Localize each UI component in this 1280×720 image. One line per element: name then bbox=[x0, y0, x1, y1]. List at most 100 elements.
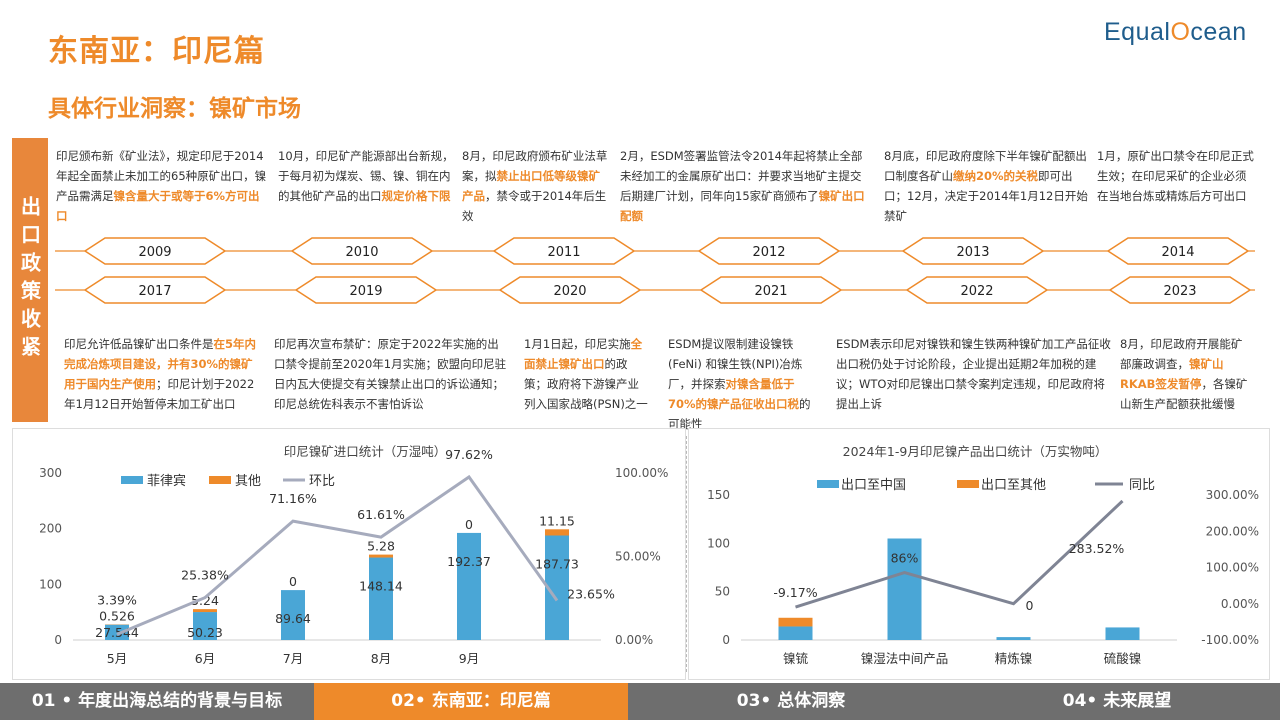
data-label-philippines: 187.73 bbox=[535, 556, 579, 571]
data-label-mom: 3.39% bbox=[97, 592, 137, 607]
bar-other bbox=[369, 554, 393, 558]
data-label-other: 0.526 bbox=[99, 608, 135, 623]
x-tick-label: 镍湿法中间产品 bbox=[861, 651, 949, 666]
y-tick-label: 200 bbox=[39, 522, 62, 536]
bar-to-china bbox=[887, 538, 922, 640]
timeline-note-bottom-6: 8月，印尼政府开展能矿部廉政调查，镍矿山RKAB签发暂停，各镍矿山新生产配额获批… bbox=[1120, 334, 1250, 414]
note-text: 印尼允许低品镍矿出口条件是 bbox=[64, 337, 214, 351]
data-label-mom: 71.16% bbox=[269, 491, 317, 506]
legend-label: 出口至其他 bbox=[981, 478, 1046, 493]
y2-tick-label: 0.00% bbox=[1221, 597, 1259, 611]
year-2011: 2011 bbox=[547, 245, 580, 260]
logo-part-2: cean bbox=[1190, 18, 1247, 46]
x-tick-label: 8月 bbox=[371, 651, 391, 666]
logo-o: O bbox=[1170, 18, 1191, 46]
legend-swatch bbox=[957, 480, 979, 488]
line-yoy bbox=[795, 499, 1124, 609]
bar-philippines bbox=[281, 590, 305, 640]
bar-to-china bbox=[1105, 627, 1140, 640]
note-text: 8月，印尼政府开展能矿部廉政调查， bbox=[1120, 337, 1243, 371]
chart-panel-imports: 印尼镍矿进口统计（万湿吨） 0 100 200 300 0.00% 50.00% 100.00… bbox=[12, 428, 686, 680]
note-text: 印尼颁布新《矿业法》，规定印尼于2014年起全面禁止未加工的65种原矿出口，镍产… bbox=[56, 149, 267, 203]
note-text: 的政策；政府将下游镍产业列入国家战略(PSN)之一 bbox=[524, 357, 648, 411]
legend-label: 其他 bbox=[235, 474, 261, 489]
bar-to-china bbox=[778, 626, 813, 640]
x-tick-label: 硫酸镍 bbox=[1104, 651, 1142, 666]
note-text: 2月，ESDM签署监管法令2014年起将禁止全部未经加工的金属原矿出口：并要求当… bbox=[620, 149, 863, 203]
bar-philippines bbox=[105, 624, 129, 640]
legend-label: 环比 bbox=[309, 474, 335, 489]
data-label-yoy: 86% bbox=[891, 551, 919, 566]
footer-tab-outlook[interactable]: 04• 未来展望 bbox=[1062, 691, 1172, 711]
y2-tick-label: 100.00% bbox=[615, 466, 668, 480]
note-text: 10月，印尼矿产能源部出台新规，于每月初为煤炭、锡、镍、铜在内的其他矿产品的出口 bbox=[278, 149, 454, 203]
note-highlight: 镍含量大于或等于6%方可出口 bbox=[56, 189, 260, 223]
legend-label: 同比 bbox=[1129, 478, 1155, 493]
y2-tick-label: 100.00% bbox=[1206, 561, 1259, 575]
y-tick-label: 300 bbox=[39, 466, 62, 480]
year-2017-marker bbox=[83, 276, 227, 304]
note-text: ESDM表示印尼对镍铁和镍生铁两种镍矿加工产品征收出口税仍处于讨论阶段，企业提出… bbox=[836, 337, 1111, 411]
timeline-note-top-5: 8月底，印尼政府度除下半年镍矿配额出口制度各矿山缴纳20%的关税即可出口；12月… bbox=[884, 146, 1090, 226]
y-tick-label: 100 bbox=[707, 536, 730, 550]
data-label-yoy: 283.52% bbox=[1069, 541, 1125, 556]
y2-tick-label: 0.00% bbox=[615, 633, 653, 647]
footer-tab-indonesia[interactable]: 02• 东南亚：印尼篇 bbox=[314, 683, 628, 720]
year-2021: 2021 bbox=[754, 284, 787, 299]
note-text: 1月，原矿出口禁令在印尼正式生效；在印尼采矿的企业必须在当地台炼或精炼后方可出口 bbox=[1097, 149, 1254, 203]
note-text: 即可出口；12月，决定于2014年1月12日开始禁矿 bbox=[884, 169, 1088, 223]
data-label-mom: 25.38% bbox=[181, 568, 229, 583]
logo-part-1: Equal bbox=[1104, 18, 1171, 46]
note-text: 的可能性 bbox=[668, 397, 811, 431]
note-text: 8月底，印尼政府度除下半年镍矿配额出口制度各矿山 bbox=[884, 149, 1087, 183]
year-2014: 2014 bbox=[1161, 245, 1194, 260]
year-2022: 2022 bbox=[960, 284, 993, 299]
year-2022-marker bbox=[905, 276, 1049, 304]
data-label-mom: 23.65% bbox=[567, 587, 615, 602]
year-2009: 2009 bbox=[138, 245, 171, 260]
data-label-philippines: 148.14 bbox=[359, 579, 403, 594]
x-tick-label: 精炼镍 bbox=[995, 651, 1033, 666]
data-label-yoy: 0 bbox=[1026, 598, 1034, 613]
line-mom bbox=[116, 474, 559, 636]
year-2010: 2010 bbox=[345, 245, 378, 260]
year-2013-marker bbox=[901, 237, 1045, 265]
legend-swatch bbox=[209, 476, 231, 484]
timeline-graphic: 2009 2010 2011 2012 2013 2014 2017 2019 2020 202… bbox=[55, 237, 1255, 304]
year-2023: 2023 bbox=[1163, 284, 1196, 299]
timeline-note-top-4: 2月，ESDM签署监管法令2014年起将禁止全部未经加工的金属原矿出口：并要求当… bbox=[620, 146, 870, 226]
note-text: 印尼再次宣布禁矿：原定于2022年实施的出口禁令提前至2020年1月实施；欧盟向… bbox=[274, 337, 507, 411]
data-label-philippines: 50.23 bbox=[187, 625, 223, 640]
panel-divider bbox=[686, 436, 687, 672]
data-label-other: 0 bbox=[289, 574, 297, 589]
footer-tab-background[interactable]: 01 • 年度出海总结的背景与目标 bbox=[31, 691, 283, 711]
data-label-mom: 97.62% bbox=[445, 447, 493, 462]
bar-to-china bbox=[996, 637, 1031, 640]
bar-philippines bbox=[193, 612, 217, 640]
x-tick-label: 镍锍 bbox=[783, 651, 809, 666]
brand-logo: EqualOcean bbox=[1104, 18, 1247, 47]
year-2012-marker bbox=[697, 237, 841, 265]
nickel-export-chart: 2024年1-9月印尼镍产品出口统计（万实物吨） 0 50 100 150 -100.00… bbox=[707, 444, 1259, 666]
section-sidebar-label: 出口政策收紧 bbox=[12, 138, 48, 422]
year-2020-marker bbox=[498, 276, 642, 304]
y-tick-label: 100 bbox=[39, 577, 62, 591]
data-label-yoy: -9.17% bbox=[773, 585, 817, 600]
data-label-other: 5.24 bbox=[191, 593, 219, 608]
year-2019-marker bbox=[294, 276, 438, 304]
y2-tick-label: 200.00% bbox=[1206, 524, 1259, 538]
chart-panel-exports: 2024年1-9月印尼镍产品出口统计（万实物吨） 0 50 100 150 -100.00… bbox=[688, 428, 1270, 680]
footer-tab-insight[interactable]: 03• 总体洞察 bbox=[736, 691, 846, 711]
note-highlight: 镍矿山RKAB签发暂停 bbox=[1120, 357, 1224, 391]
bar-other bbox=[545, 529, 569, 536]
data-label-other: 0 bbox=[465, 517, 473, 532]
year-2020: 2020 bbox=[553, 284, 586, 299]
chart-title: 印尼镍矿进口统计（万湿吨） bbox=[284, 444, 447, 459]
note-highlight: 镍矿出口配额 bbox=[620, 189, 865, 223]
legend-swatch bbox=[817, 480, 839, 488]
page-title: 东南亚：印尼篇 bbox=[48, 34, 265, 69]
y2-tick-label: -100.00% bbox=[1201, 633, 1259, 647]
year-2017: 2017 bbox=[138, 284, 171, 299]
x-tick-label: 5月 bbox=[107, 651, 127, 666]
data-label-mom: 61.61% bbox=[357, 507, 405, 522]
